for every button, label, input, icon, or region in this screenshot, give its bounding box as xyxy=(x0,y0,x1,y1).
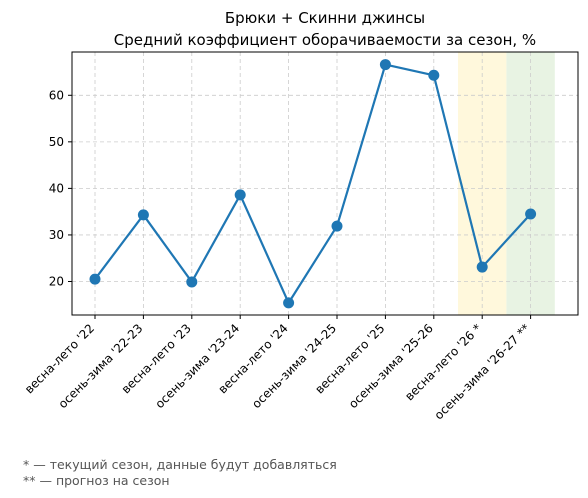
data-point xyxy=(283,297,295,309)
data-point xyxy=(525,208,537,220)
y-tick-label: 40 xyxy=(49,181,64,195)
y-axis: 20 30 40 50 60 xyxy=(49,88,72,288)
footnote-current: * — текущий сезон, данные будут добавлят… xyxy=(23,457,337,472)
highlight-bands xyxy=(458,52,555,315)
y-tick-label: 20 xyxy=(49,274,64,288)
x-tick-label: осень-зима '26-27 ** xyxy=(432,321,533,422)
y-tick-label: 50 xyxy=(49,135,64,149)
data-point xyxy=(137,209,149,221)
y-tick-label: 30 xyxy=(49,228,64,242)
data-point xyxy=(428,69,440,81)
highlight-band-1 xyxy=(506,52,555,315)
chart-title: Брюки + Скинни джинсы xyxy=(225,9,425,27)
footnote-forecast: ** — прогноз на сезон xyxy=(23,473,170,488)
data-point xyxy=(331,220,343,232)
x-tick-label: осень-зима '25-26 xyxy=(346,321,436,411)
data-point xyxy=(476,261,488,273)
data-point xyxy=(89,273,101,285)
x-tick-label: осень-зима '22-23 xyxy=(56,321,146,411)
highlight-band-0 xyxy=(458,52,507,315)
x-tick-label: осень-зима '23-24 xyxy=(152,321,242,411)
data-point xyxy=(379,59,391,71)
series-layer xyxy=(89,59,537,309)
plot-frame xyxy=(71,51,579,316)
y-tick-label: 60 xyxy=(49,88,64,102)
data-point xyxy=(186,276,198,288)
x-tick-label: осень-зима '24-25 xyxy=(249,321,339,411)
grid xyxy=(72,52,578,315)
data-point xyxy=(234,189,246,201)
series-line xyxy=(94,63,532,304)
chart-subtitle: Средний коэффициент оборачиваемости за с… xyxy=(114,31,536,49)
